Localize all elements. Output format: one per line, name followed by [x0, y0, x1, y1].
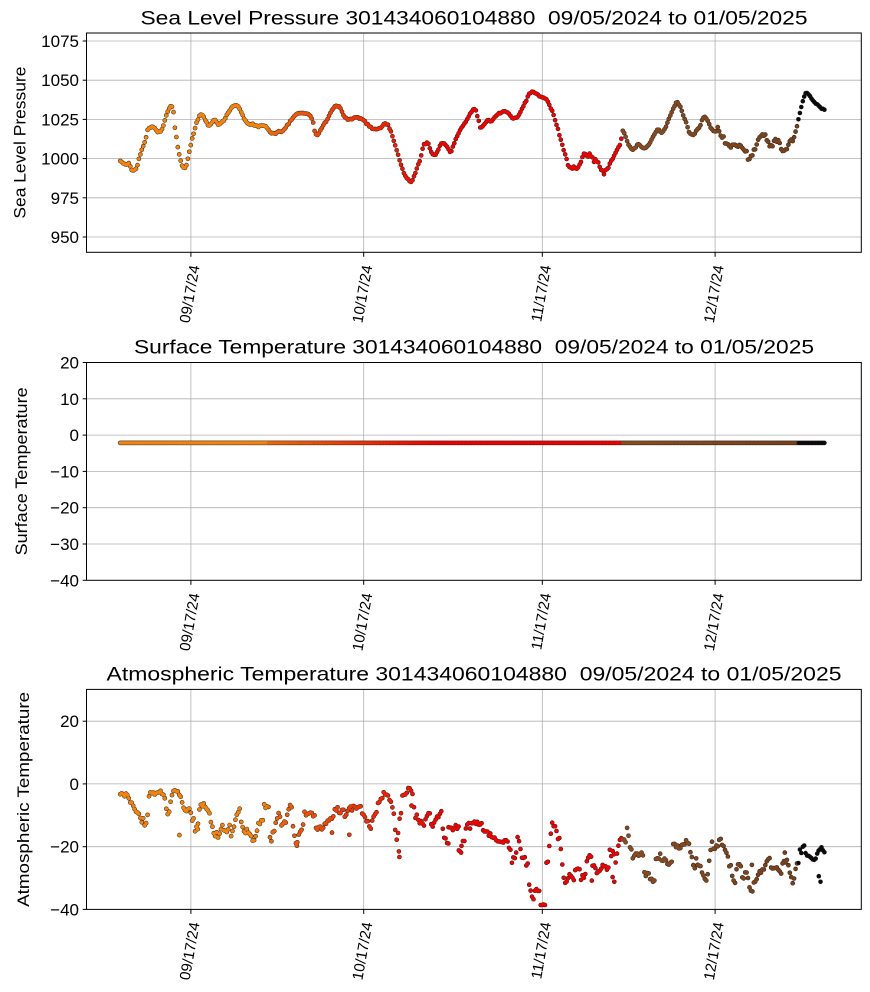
svg-text:0: 0	[70, 775, 79, 794]
svg-text:−30: −30	[50, 535, 79, 554]
svg-text:975: 975	[51, 189, 79, 208]
svg-text:Surface Temperature: Surface Temperature	[12, 387, 31, 555]
svg-text:Sea Level Pressure 30143406010: Sea Level Pressure 301434060104880 09/05…	[141, 8, 808, 30]
svg-text:950: 950	[51, 228, 79, 247]
svg-text:1000: 1000	[41, 150, 79, 169]
svg-text:Sea Level Pressure: Sea Level Pressure	[10, 67, 29, 219]
svg-text:1050: 1050	[41, 71, 79, 90]
svg-text:−40: −40	[50, 900, 79, 919]
svg-text:20: 20	[60, 712, 79, 731]
svg-text:−20: −20	[50, 499, 79, 518]
svg-text:Surface Temperature 3014340601: Surface Temperature 301434060104880 09/0…	[134, 336, 814, 358]
svg-text:−20: −20	[50, 838, 79, 857]
svg-text:Atmospheric Temperature 301434: Atmospheric Temperature 301434060104880 …	[107, 664, 842, 686]
svg-text:−40: −40	[50, 571, 79, 590]
svg-text:Atmospheric Temperature: Atmospheric Temperature	[14, 692, 33, 907]
svg-text:0: 0	[70, 426, 79, 445]
svg-text:−10: −10	[50, 462, 79, 481]
svg-text:20: 20	[60, 354, 79, 373]
svg-text:10: 10	[60, 390, 79, 409]
svg-text:1075: 1075	[41, 32, 79, 51]
svg-text:1025: 1025	[41, 110, 79, 129]
